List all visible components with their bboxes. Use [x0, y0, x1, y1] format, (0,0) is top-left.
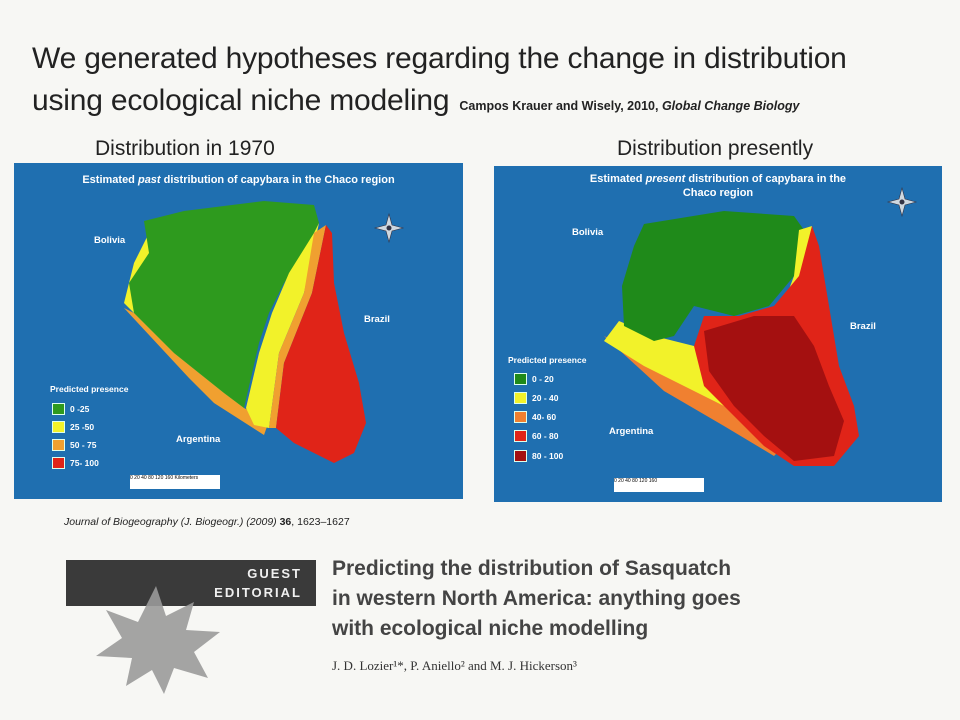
right-map-caption: Distribution presently — [617, 137, 814, 160]
editorial-authors: J. D. Lozier¹*, P. Aniello² and M. J. Hi… — [332, 658, 577, 673]
legend-item: 60 - 80 — [514, 430, 558, 442]
legend-swatch — [514, 373, 527, 385]
legend-item: 0 - 20 — [514, 373, 554, 385]
citation-journal: Global Change Biology — [661, 99, 800, 113]
label-argentina: Argentina — [609, 426, 654, 437]
editorial-title: Predicting the distribution of Sasquatch… — [332, 554, 741, 644]
legend-title: Predicted presence — [508, 355, 587, 365]
legend-item: 80 - 100 — [514, 450, 563, 462]
past-map-title: Estimated past distribution of capybara … — [82, 174, 395, 186]
scale-bar: 0 20 40 80 120 160 Kilometers — [130, 475, 220, 489]
slide-title-line1: We generated hypotheses regarding the ch… — [32, 42, 847, 75]
legend-item: 75- 100 — [52, 457, 99, 469]
legend-title: Predicted presence — [50, 384, 129, 394]
slide-title-line2-text: using ecological niche modeling — [32, 84, 450, 117]
legend-swatch — [52, 421, 65, 433]
citation: Campos Krauer and Wisely, 2010, Global C… — [459, 99, 799, 113]
region-green — [622, 211, 804, 341]
journal-reference: Journal of Biogeography (J. Biogeogr.) (… — [64, 516, 350, 528]
badge-line1: GUEST — [247, 566, 302, 581]
slide-title-line2: using ecological niche modeling Campos Kr… — [32, 80, 847, 127]
legend-item: 20 - 40 — [514, 392, 558, 404]
legend-swatch — [514, 411, 527, 423]
region-red — [276, 225, 366, 463]
past-map-shapes — [124, 201, 405, 463]
slide-title: We generated hypotheses regarding the ch… — [32, 38, 847, 127]
region-dark-red — [704, 316, 844, 461]
scale-bar: 0 20 40 80 120 160 — [614, 478, 704, 492]
region-orange-east — [269, 225, 326, 428]
region-yellow-east — [779, 226, 812, 316]
past-distribution-map: Estimated past distribution of capybara … — [14, 163, 463, 499]
left-map-caption: Distribution in 1970 — [95, 137, 275, 160]
label-bolivia: Bolivia — [94, 235, 126, 246]
legend-swatch — [514, 430, 527, 442]
present-map-shapes — [604, 186, 918, 466]
present-map-title: Estimated present distribution of capyba… — [589, 173, 847, 199]
legend-swatch — [52, 439, 65, 451]
label-argentina: Argentina — [176, 434, 221, 445]
region-yellow-east — [246, 223, 319, 428]
editorial-title-line2: in western North America: anything goes — [332, 587, 741, 610]
label-brazil: Brazil — [364, 314, 390, 325]
editorial-title-line3: with ecological niche modelling — [332, 617, 649, 640]
present-distribution-map: Estimated present distribution of capyba… — [494, 166, 942, 502]
badge-line2: EDITORIAL — [214, 585, 302, 600]
label-brazil: Brazil — [850, 321, 876, 332]
guest-editorial-badge: GUEST EDITORIAL — [66, 560, 316, 606]
editorial-title-line1: Predicting the distribution of Sasquatch — [332, 557, 732, 580]
legend-item: 0 -25 — [52, 403, 89, 415]
legend-swatch — [52, 457, 65, 469]
legend-swatch — [52, 403, 65, 415]
legend-item: 40- 60 — [514, 411, 556, 423]
legend-item: 25 -50 — [52, 421, 94, 433]
region-yellow-west — [604, 321, 744, 416]
legend-swatch — [514, 450, 527, 462]
citation-authors: Campos Krauer and Wisely, 2010, — [459, 99, 659, 113]
leaf-icon — [96, 586, 220, 694]
label-bolivia: Bolivia — [572, 227, 604, 238]
compass-icon — [373, 212, 405, 244]
region-green — [129, 201, 319, 408]
compass-icon — [886, 186, 918, 218]
legend-swatch — [514, 392, 527, 404]
legend-item: 50 - 75 — [52, 439, 96, 451]
region-orange-band — [124, 308, 269, 435]
